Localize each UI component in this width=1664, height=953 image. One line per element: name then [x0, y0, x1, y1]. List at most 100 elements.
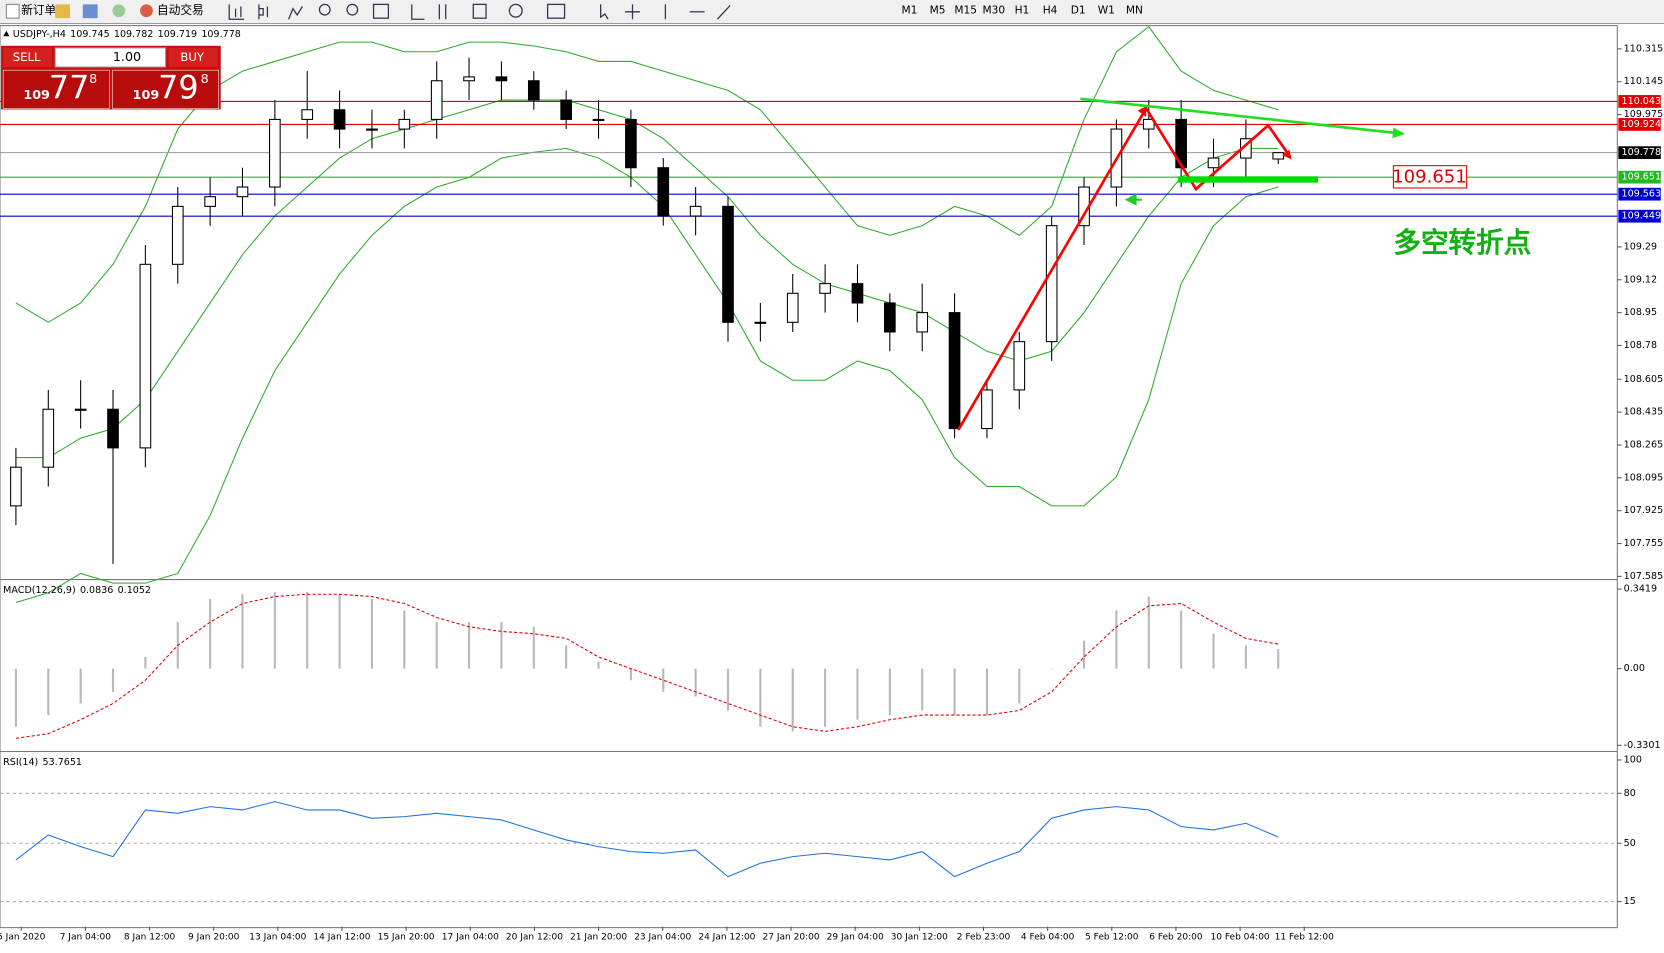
icon[interactable]	[55, 4, 71, 19]
y-tick-label: 107.925	[1624, 505, 1663, 516]
candle-body	[495, 76, 508, 82]
icon[interactable]	[112, 4, 126, 18]
header-value: 0.0836	[80, 585, 113, 596]
macd-bar	[273, 591, 276, 669]
current-price: 109.778	[1622, 147, 1661, 158]
timeframe[interactable]: M5	[930, 4, 946, 17]
y-tick-label: 108.95	[1624, 307, 1657, 318]
level-annotation: 109.651	[1392, 166, 1467, 187]
macd-bar	[111, 668, 115, 692]
y-tick-label: 110.315	[1624, 43, 1663, 54]
macd-bar	[565, 645, 568, 669]
x-tick-label: 10 Feb 04:00	[1211, 933, 1270, 943]
macd-bar	[403, 610, 406, 669]
sell-price-box[interactable]	[2, 69, 110, 109]
candle-body	[74, 408, 87, 411]
macd-bar	[629, 668, 632, 681]
macd-bar	[856, 668, 859, 720]
sell-label[interactable]: SELL	[13, 50, 41, 64]
new-order[interactable]: 新订单	[21, 3, 56, 17]
macd-bar	[468, 622, 471, 669]
candle-body	[1207, 157, 1220, 169]
timeframe[interactable]: H1	[1015, 4, 1030, 17]
candle-body	[981, 389, 993, 430]
macd-bar	[532, 626, 535, 669]
icon[interactable]	[82, 4, 98, 19]
timeframe[interactable]: M1	[902, 4, 918, 17]
lots[interactable]: 1.00	[113, 50, 141, 65]
macd-bar	[209, 598, 212, 669]
buy-label[interactable]: BUY	[180, 50, 205, 64]
candle-body	[236, 186, 249, 198]
x-tick-label: 6 Feb 20:00	[1149, 933, 1203, 943]
y-tick-label: 107.755	[1624, 538, 1663, 549]
x-tick-label: 14 Jan 12:00	[313, 933, 370, 943]
y-tick-label: 109.12	[1624, 274, 1657, 285]
price-label-bg	[1618, 95, 1661, 108]
y-tick-label: 15	[1624, 896, 1636, 907]
y-tick-label: 108.095	[1624, 472, 1663, 483]
auto-trading[interactable]: 自动交易	[157, 3, 204, 17]
y-tick-label: 108.265	[1624, 439, 1663, 450]
macd-bar	[1277, 649, 1280, 669]
icon[interactable]	[5, 3, 20, 19]
candle-body	[366, 128, 378, 131]
macd-bar	[79, 668, 82, 704]
candle-body	[333, 109, 346, 130]
macd-signal	[15, 593, 1279, 739]
price-label: 109.449	[1622, 211, 1661, 222]
annotation: 多空转折点	[1393, 226, 1531, 259]
y-tick-label: 108.605	[1624, 374, 1663, 385]
x-tick-label: 11 Feb 12:00	[1275, 933, 1334, 943]
macd-bar	[597, 661, 600, 669]
candle-body	[1272, 152, 1285, 160]
candle-body	[107, 408, 119, 449]
sell-button[interactable]	[3, 47, 52, 67]
plot: 110.315 110.145 109.975 109.29 109.12 108.95 1…	[0, 25, 1663, 943]
header-value: 0.1052	[118, 585, 151, 596]
header-value: 109.745	[70, 29, 109, 40]
timeframe[interactable]: D1	[1071, 4, 1086, 17]
macd-bar	[824, 668, 827, 727]
y-tick-label: 50	[1624, 838, 1636, 849]
icon[interactable]	[140, 4, 153, 18]
x-tick-label: 23 Jan 04:00	[634, 933, 691, 943]
candle-body	[269, 118, 281, 188]
macd-bar	[953, 668, 956, 716]
macd-bar	[435, 622, 438, 669]
big-figure: 109	[23, 88, 50, 103]
candle-body	[625, 118, 637, 169]
timeframe[interactable]: M15	[954, 4, 977, 17]
candle-body	[139, 263, 152, 449]
timeframe[interactable]: M30	[983, 4, 1006, 17]
buy-button[interactable]	[168, 47, 218, 67]
macd-bar	[144, 656, 147, 669]
price-label: 110.043	[1622, 96, 1661, 107]
candle-body	[689, 205, 702, 217]
support-zone	[1177, 176, 1319, 183]
macd-bar	[985, 668, 988, 716]
timeframes: M1 M5 M15 M30 H1 H4 D1 W1 MN	[902, 4, 1143, 17]
arrow	[1124, 193, 1142, 206]
macd-bar	[1018, 668, 1021, 704]
timeframe[interactable]: MN	[1126, 4, 1143, 17]
macd-bar	[1147, 596, 1150, 669]
drawn-analysis	[957, 97, 1406, 431]
x-tick-label: 21 Jan 20:00	[570, 933, 627, 943]
lots-input[interactable]	[54, 47, 167, 68]
tool-icons[interactable]	[228, 3, 731, 20]
candle-body	[10, 466, 22, 507]
x-tick-label: 30 Jan 12:00	[891, 933, 948, 943]
x-tick-label: 13 Jan 04:00	[249, 933, 306, 943]
price-label: 109.651	[1622, 172, 1661, 183]
x-tick-label: 29 Jan 04:00	[827, 933, 884, 943]
y-tick-label: 80	[1624, 788, 1636, 799]
timeframe[interactable]: W1	[1098, 4, 1115, 17]
timeframe[interactable]: H4	[1043, 4, 1058, 17]
x-tick-label: 24 Jan 12:00	[698, 933, 755, 943]
macd-bar	[14, 668, 17, 727]
x-tick-label: 15 Jan 20:00	[378, 933, 435, 943]
point: 8	[201, 72, 209, 87]
buy-price-box[interactable]	[112, 69, 219, 109]
